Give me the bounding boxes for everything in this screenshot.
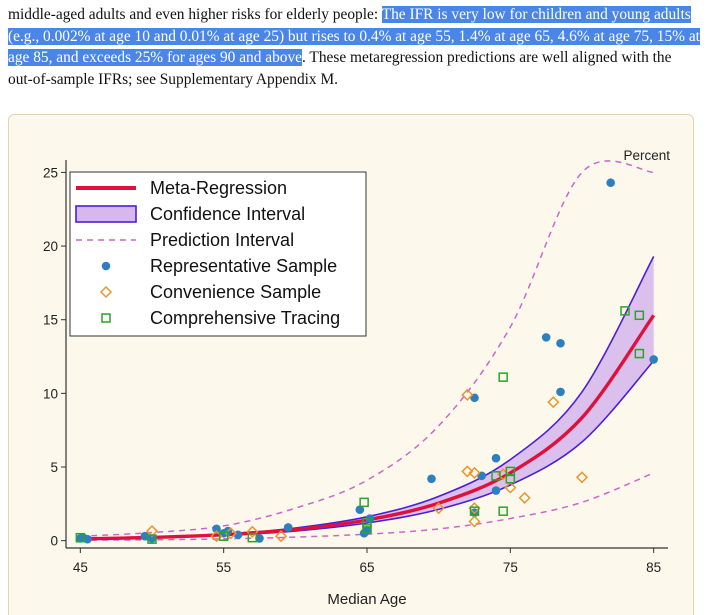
comprehensive-point <box>620 306 630 316</box>
representative-point <box>491 486 501 495</box>
comprehensive-point <box>218 531 229 541</box>
representative-point <box>147 534 157 543</box>
x-tick-label: 55 <box>216 560 231 575</box>
representative-point <box>556 387 565 397</box>
legend-label: Prediction Interval <box>150 230 294 250</box>
representative-point <box>212 524 221 534</box>
comprehensive-point <box>362 524 372 534</box>
comprehensive-point <box>362 518 372 528</box>
convenience-point <box>274 530 288 543</box>
representative-point <box>83 534 92 544</box>
convenience-point <box>468 466 481 479</box>
comprehensive-point <box>75 532 86 543</box>
convenience-point <box>468 515 481 528</box>
comprehensive-point <box>634 310 645 321</box>
comprehensive-point <box>498 372 508 382</box>
y-tick-label: 10 <box>43 386 58 401</box>
representative-point <box>556 338 565 348</box>
y-tick-label: 20 <box>43 239 58 254</box>
y-tick-label: 5 <box>50 460 58 475</box>
legend-label: Convenience Sample <box>150 282 321 302</box>
comprehensive-point <box>247 532 258 543</box>
legend-swatch-comprehensive <box>101 313 111 323</box>
representative-point <box>491 453 501 463</box>
convenience-point <box>461 465 474 478</box>
comprehensive-point <box>469 506 480 516</box>
comprehensive-point <box>498 506 508 516</box>
convenience-point <box>547 396 560 409</box>
representative-point <box>606 178 615 188</box>
y-tick-label: 25 <box>43 165 58 180</box>
representative-point <box>255 534 264 543</box>
comprehensive-point <box>491 471 501 481</box>
convenience-point <box>461 388 474 401</box>
legend-box <box>69 171 367 337</box>
regression-line <box>80 314 656 541</box>
legend-swatch-representative <box>101 261 111 271</box>
y-tick-label: 15 <box>43 313 58 328</box>
legend-label: Representative Sample <box>150 256 337 276</box>
convenience-point <box>575 471 589 484</box>
paragraph-text-start: middle-aged adults and even higher risks… <box>8 6 382 23</box>
comprehensive-point <box>147 534 157 544</box>
confidence-band <box>80 256 654 540</box>
legend-swatch-ci <box>75 205 137 223</box>
legend-label: Comprehensive Tracing <box>150 308 340 328</box>
x-tick-label: 75 <box>503 560 518 575</box>
x-tick-label: 45 <box>73 560 88 575</box>
paragraph-text-end: . These metaregression predictions are w… <box>8 49 672 88</box>
x-axis-label: Median Age <box>327 591 406 608</box>
convenience-point <box>246 525 259 538</box>
paragraph: middle-aged adults and even higher risks… <box>8 4 700 90</box>
y-axis-label: Percent <box>623 148 670 163</box>
convenience-point <box>145 525 159 538</box>
representative-point <box>541 333 551 342</box>
convenience-point <box>432 502 445 515</box>
convenience-point <box>504 481 517 494</box>
y-tick-label: 0 <box>50 534 58 549</box>
representative-point <box>283 523 293 532</box>
representative-point <box>649 355 658 364</box>
x-tick-label: 85 <box>646 560 661 575</box>
comprehensive-point <box>505 474 516 484</box>
comprehensive-point <box>634 348 645 359</box>
convenience-point <box>518 491 531 504</box>
representative-point <box>140 531 150 541</box>
x-tick-label: 65 <box>359 560 374 575</box>
legend-swatch-convenience <box>99 285 113 299</box>
legend-label: Meta-Regression <box>150 178 287 198</box>
representative-point <box>427 474 436 484</box>
legend-label: Confidence Interval <box>150 204 305 224</box>
representative-point <box>355 505 365 515</box>
comprehensive-point <box>359 497 369 508</box>
